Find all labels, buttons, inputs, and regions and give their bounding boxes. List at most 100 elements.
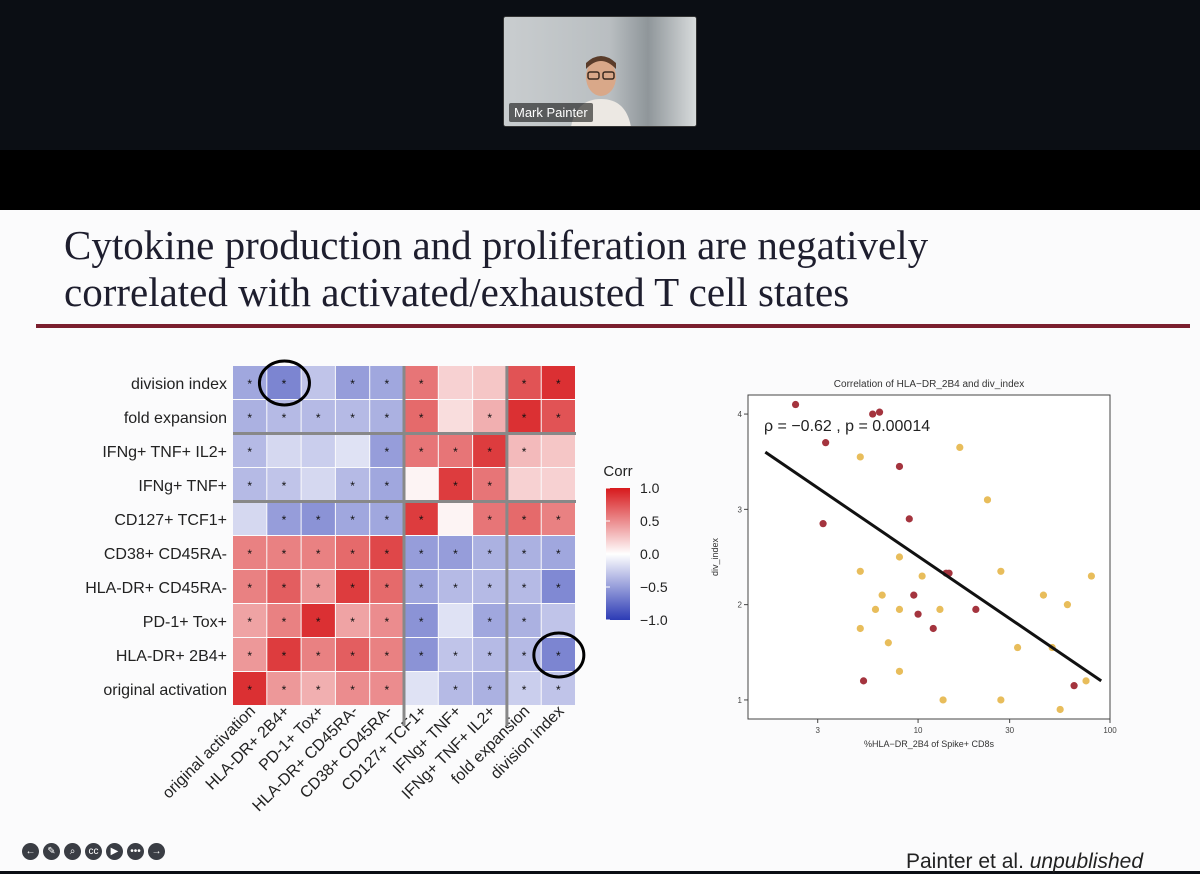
significance-star: * (453, 547, 458, 561)
heatmap-cell (438, 638, 473, 671)
significance-star: * (556, 649, 561, 663)
heatmap-cell (301, 570, 335, 603)
significance-star: * (350, 479, 355, 493)
significance-star: * (316, 683, 321, 697)
significance-star: * (385, 683, 390, 697)
row-label: CD38+ CD45RA- (104, 546, 227, 563)
heatmap-cell (301, 672, 335, 705)
x-tick-label: 3 (815, 726, 820, 735)
significance-star: * (522, 377, 527, 391)
scatter-point (895, 667, 904, 675)
significance-star: * (282, 547, 287, 561)
scatter-point (1082, 677, 1090, 685)
plot-frame (747, 394, 1111, 720)
heatmap-cell (438, 570, 473, 603)
significance-star: * (385, 445, 390, 459)
significance-star: * (350, 683, 355, 697)
significance-star: * (453, 581, 458, 595)
row-label: division index (131, 376, 227, 393)
heatmap-cell (370, 366, 404, 399)
heatmap-cell (370, 434, 404, 467)
heatmap-cell (541, 434, 575, 467)
heatmap-cell (301, 468, 335, 501)
significance-star: * (385, 581, 390, 595)
zoom-icon[interactable]: ⌕ (64, 843, 81, 860)
camera-icon[interactable]: ▶ (106, 843, 123, 860)
footer-author: Painter et al. (906, 850, 1024, 873)
significance-star: * (522, 649, 527, 663)
scatter-point (972, 605, 980, 614)
scatter-point (910, 591, 918, 599)
significance-star: * (522, 615, 527, 629)
participant-video-tile[interactable]: Mark Painter (503, 16, 697, 127)
next-icon[interactable]: → (148, 843, 165, 860)
slide-title: Cytokine production and proliferation ar… (64, 222, 1164, 316)
heatmap-cell (541, 400, 575, 433)
heatmap-cell (438, 468, 473, 501)
heatmap-cell (541, 502, 575, 535)
significance-star: * (556, 513, 561, 527)
y-tick-label: 3 (738, 505, 743, 514)
row-label: IFNg+ TNF+ (138, 478, 227, 495)
scatter-point (1039, 591, 1048, 599)
scatter-point (859, 677, 868, 685)
significance-star: * (487, 615, 492, 629)
scatter-point (895, 605, 904, 614)
significance-star: * (522, 411, 527, 425)
heatmap-cell (507, 570, 541, 603)
legend-tick-label: 0.0 (640, 546, 660, 562)
heatmap-cell (370, 502, 404, 535)
heatmap-cell (507, 502, 541, 535)
heatmap-cell (267, 570, 301, 603)
heatmap-cell (335, 604, 370, 637)
heatmap-cell (473, 672, 507, 705)
heatmap-cell (301, 604, 335, 637)
significance-star: * (385, 615, 390, 629)
heatmap-cell (473, 400, 507, 433)
heatmap-cell (267, 536, 301, 569)
significance-star: * (385, 411, 390, 425)
significance-star: * (522, 445, 527, 459)
significance-star: * (282, 649, 287, 663)
heatmap-cell (473, 502, 507, 535)
heatmap-cell (267, 366, 301, 399)
y-axis-label: div_index (710, 537, 720, 576)
pen-icon[interactable]: ✎ (43, 843, 60, 860)
significance-star: * (556, 683, 561, 697)
title-underline (36, 324, 1190, 328)
heatmap-cell (507, 400, 541, 433)
significance-star: * (487, 479, 492, 493)
heatmap-cell (301, 536, 335, 569)
significance-star: * (487, 445, 492, 459)
heatmap-cell (473, 468, 507, 501)
heatmap-cell (370, 570, 404, 603)
heatmap-cell (473, 638, 507, 671)
significance-star: * (316, 411, 321, 425)
back-icon[interactable]: ← (22, 843, 39, 860)
scatter-point (918, 572, 926, 580)
x-tick-label: 100 (1103, 726, 1117, 735)
heatmap-cell (370, 400, 404, 433)
significance-star: * (350, 377, 355, 391)
significance-star: * (247, 547, 252, 561)
row-label: original activation (103, 682, 227, 699)
y-tick-label: 1 (738, 696, 743, 705)
legend-tick-label: −0.5 (640, 579, 668, 595)
heatmap-cell (267, 502, 301, 535)
heatmap-cell (233, 604, 267, 637)
scatter-point (856, 567, 864, 575)
more-icon[interactable]: ••• (127, 843, 144, 860)
cc-icon[interactable]: cc (85, 843, 102, 860)
significance-star: * (419, 581, 424, 595)
significance-star: * (282, 411, 287, 425)
heatmap-cell (233, 570, 267, 603)
heatmap-cell (335, 502, 370, 535)
heatmap-cell (335, 468, 370, 501)
significance-star: * (522, 547, 527, 561)
scatter-point (1013, 643, 1022, 652)
row-label: fold expansion (124, 410, 227, 427)
scatter-point (939, 696, 947, 704)
presentation-toolbar: ← ✎ ⌕ cc ▶ ••• → (22, 843, 165, 860)
heatmap-cell (507, 604, 541, 637)
correlation-annotation: ρ = −0.62 , p = 0.00014 (764, 418, 930, 435)
